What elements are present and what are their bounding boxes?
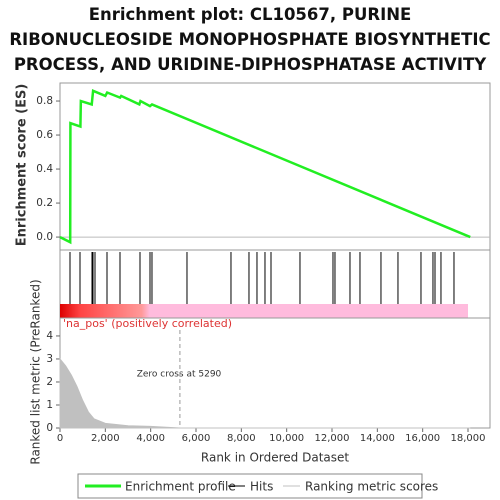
legend-box xyxy=(77,473,423,499)
x-tick-label: 12,000 xyxy=(315,433,350,444)
metric-area xyxy=(59,357,471,429)
y-tick-label: 2 xyxy=(46,376,53,388)
metric-panel xyxy=(59,317,491,429)
chart-title: Enrichment plot: CL10567, PURINE RIBONUC… xyxy=(9,5,491,74)
legend-label: Hits xyxy=(250,480,273,494)
x-tick-label: 6,000 xyxy=(182,433,211,444)
rank-color-bar xyxy=(60,304,468,318)
y-tick-label: 0.2 xyxy=(36,197,53,209)
annotation: Zero cross at 5290 xyxy=(137,370,222,380)
es-panel xyxy=(59,82,491,251)
x-tick-label: 14,000 xyxy=(360,433,395,444)
es-line xyxy=(59,89,471,245)
x-tick-label: 2,000 xyxy=(91,433,120,444)
x-tick-label: 18,000 xyxy=(451,433,486,444)
y-tick-label: 3 xyxy=(46,353,53,365)
y-axis-label: Ranked list metric (PreRanked) xyxy=(29,279,43,464)
x-tick-label: 10,000 xyxy=(269,433,304,444)
y-tick-label: 4 xyxy=(46,330,53,342)
y-tick-label: 0.8 xyxy=(36,95,53,107)
y-tick-label: 0.0 xyxy=(36,231,53,243)
annotation: 'na_pos' (positively correlated) xyxy=(63,317,232,330)
x-tick-label: 8,000 xyxy=(227,433,256,444)
legend-label: Ranking metric scores xyxy=(305,480,438,494)
x-axis-label: Rank in Ordered Dataset xyxy=(201,451,349,465)
y-axis-label: Enrichment score (ES) xyxy=(15,84,30,247)
x-tick-label: 16,000 xyxy=(405,433,440,444)
y-tick-label: 0.4 xyxy=(36,163,53,175)
y-tick-label: 0.6 xyxy=(36,129,53,141)
x-tick-label: 4,000 xyxy=(136,433,165,444)
y-tick-label: 1 xyxy=(46,399,53,411)
x-tick-label: 0 xyxy=(57,433,63,444)
y-tick-label: 0 xyxy=(46,422,53,434)
legend-label: Enrichment profile xyxy=(125,480,236,494)
